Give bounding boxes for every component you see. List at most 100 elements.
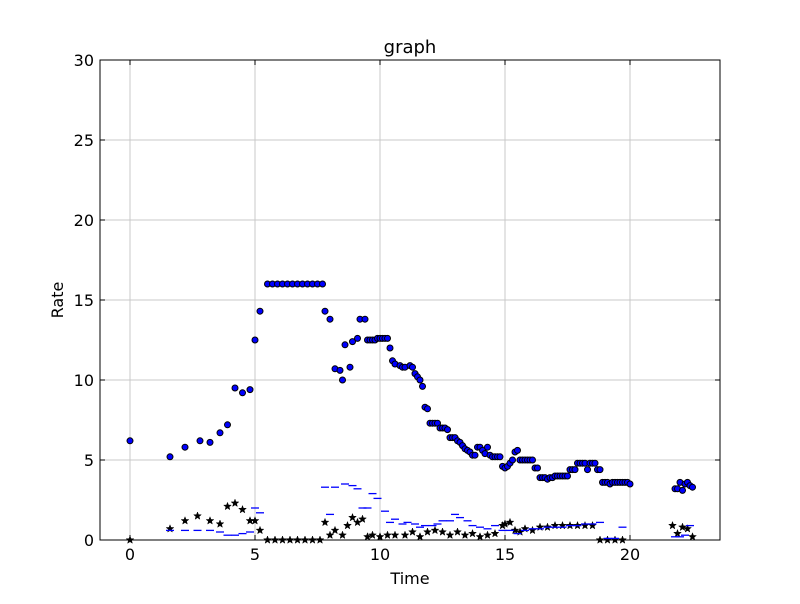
x-tick-label: 20: [620, 545, 640, 564]
data-point-circle: [196, 437, 204, 445]
data-point-star: [415, 532, 425, 541]
data-point-circle: [319, 280, 326, 288]
data-point-circle: [419, 382, 426, 390]
data-point-star: [668, 520, 677, 530]
data-point-star: [270, 535, 280, 544]
data-point-star: [453, 527, 462, 536]
x-tick-label: 15: [495, 545, 515, 564]
data-point-star: [230, 498, 240, 508]
y-tick-label: 25: [74, 131, 94, 150]
series-hline: [166, 483, 694, 540]
x-axis-ticks: 0 5 10 15 20: [125, 60, 640, 564]
data-point-circle: [256, 307, 264, 315]
data-point-star: [595, 535, 605, 544]
data-point-star: [320, 517, 330, 527]
data-point-circle: [591, 459, 599, 467]
y-tick-label: 0: [84, 531, 94, 550]
data-point-star: [308, 535, 317, 544]
data-point-circle: [444, 426, 451, 434]
data-point-star: [293, 535, 302, 544]
x-tick-label: 10: [370, 545, 390, 564]
data-point-star: [510, 525, 520, 535]
data-point-circle: [424, 405, 431, 413]
data-point-star: [278, 535, 287, 544]
data-point-circle: [326, 315, 334, 323]
data-point-star: [180, 516, 190, 525]
data-point-circle: [564, 472, 571, 480]
data-point-star: [125, 535, 135, 544]
data-point-circle: [341, 341, 349, 349]
data-point-star: [505, 517, 515, 527]
data-point-circle: [471, 451, 479, 459]
data-point-circle: [224, 421, 231, 429]
data-point-circle: [206, 438, 214, 446]
data-point-star: [468, 528, 477, 538]
chart-title: graph: [384, 37, 437, 58]
data-point-star: [250, 516, 260, 525]
data-point-star: [205, 516, 215, 525]
data-point-circle: [484, 443, 491, 451]
grid: [100, 59, 720, 541]
series-circle: [126, 280, 696, 494]
data-point-star: [383, 530, 392, 540]
data-point-star: [358, 514, 367, 524]
data-point-star: [215, 519, 225, 528]
data-point-star: [400, 530, 410, 540]
y-tick-label: 15: [74, 291, 94, 310]
data-point-star: [678, 522, 687, 532]
data-point-circle: [571, 466, 579, 474]
data-point-circle: [529, 456, 536, 464]
data-point-circle: [679, 486, 686, 494]
y-tick-label: 30: [74, 51, 94, 70]
data-point-star: [673, 528, 682, 538]
x-axis-label: Time: [389, 569, 429, 588]
data-point-star: [223, 501, 232, 511]
data-point-circle: [354, 334, 361, 342]
data-point-circle: [409, 363, 416, 371]
data-point-circle: [239, 389, 246, 397]
data-point-star: [483, 530, 492, 540]
data-point-star: [438, 527, 447, 536]
data-point-star: [330, 525, 340, 535]
data-point-star: [255, 525, 265, 535]
data-point-star: [193, 511, 202, 520]
y-tick-label: 10: [74, 371, 94, 390]
data-point-circle: [336, 366, 344, 374]
data-point-star: [423, 527, 432, 536]
data-point-star: [300, 535, 310, 544]
data-point-star: [285, 535, 295, 544]
data-point-star: [460, 530, 470, 540]
data-point-star: [688, 532, 697, 541]
data-point-circle: [361, 315, 369, 323]
y-axis-label: Rate: [48, 282, 67, 319]
data-point-star: [238, 504, 247, 514]
x-tick-label: 5: [250, 545, 260, 564]
data-point-circle: [181, 443, 189, 451]
data-point-star: [315, 535, 325, 544]
data-point-circle: [251, 336, 259, 344]
data-point-circle: [534, 464, 541, 472]
x-tick-label: 0: [125, 545, 135, 564]
data-point-circle: [321, 307, 329, 315]
data-point-star: [263, 535, 272, 544]
data-point-circle: [346, 363, 354, 371]
series-star: [125, 498, 697, 544]
data-point-circle: [126, 437, 134, 445]
data-point-star: [368, 530, 377, 540]
data-point-circle: [216, 429, 224, 437]
data-point-circle: [166, 453, 174, 461]
data-point-circle: [514, 446, 521, 454]
data-point-star: [475, 532, 485, 541]
data-point-circle: [339, 376, 346, 384]
data-point-circle: [689, 483, 696, 491]
data-point-star: [683, 524, 692, 533]
data-point-circle: [416, 376, 424, 384]
data-point-circle: [509, 456, 516, 464]
data-point-star: [618, 535, 627, 544]
data-point-star: [343, 520, 352, 530]
data-point-circle: [384, 334, 391, 342]
data-series: [125, 280, 697, 544]
data-point-circle: [584, 466, 591, 474]
